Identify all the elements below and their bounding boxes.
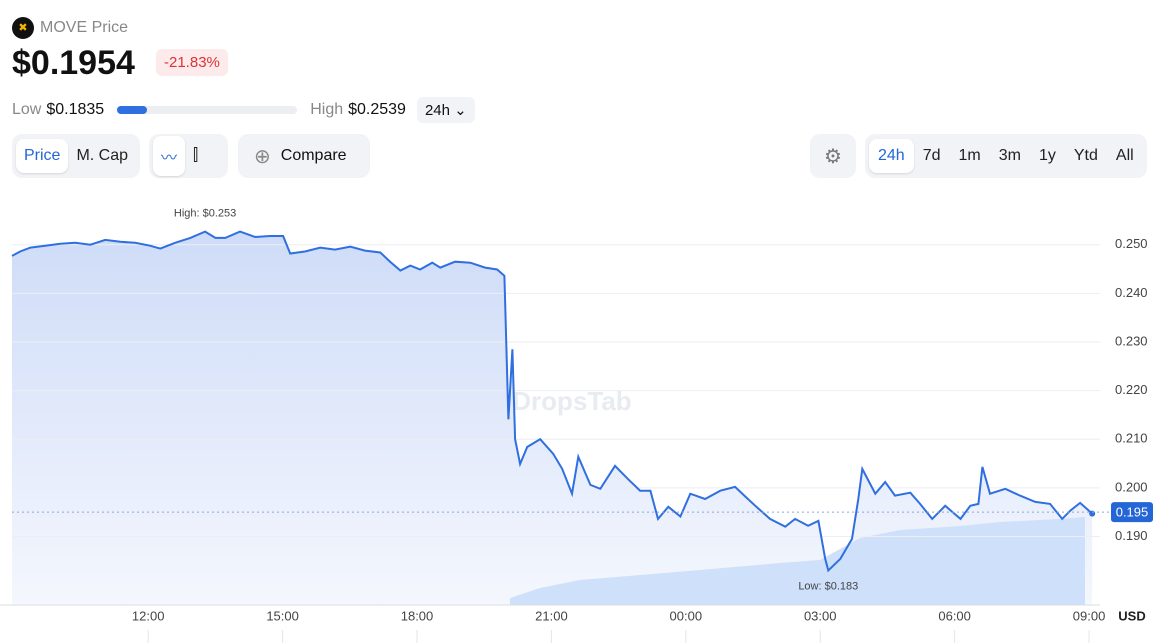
x-tick-label: 12:00: [132, 608, 165, 623]
price: $0.1954: [12, 44, 135, 82]
volume: [510, 517, 1085, 605]
y-tick-label: 0.220: [1115, 382, 1148, 397]
x-tick-label: 18:00: [401, 608, 434, 623]
tab[interactable]: Price: [16, 139, 69, 173]
token-row: ✖ MOVE Price: [12, 17, 128, 39]
annotation: Low: $0.183: [798, 580, 858, 592]
y-tick-label: 0.190: [1115, 528, 1148, 543]
x-tick-label: 03:00: [804, 608, 837, 623]
range-button[interactable]: 24h: [869, 139, 914, 173]
last-point: [1089, 510, 1096, 517]
ranges: 24h 7d 1m 3m 1y Ytd All: [865, 134, 1147, 178]
x-tick-label: 00:00: [670, 608, 703, 623]
range-button[interactable]: 1m: [958, 147, 981, 164]
range-bar: [117, 106, 298, 114]
current-tag: [1111, 502, 1153, 523]
period-select[interactable]: 24h ⌄: [416, 97, 475, 123]
low-label: Low: [12, 101, 42, 118]
tab[interactable]: M. Cap: [76, 147, 129, 164]
y-tick-label: 0.230: [1115, 333, 1148, 348]
high-label: High: [310, 101, 344, 118]
x-tick-label: 15:00: [266, 608, 299, 623]
range-button[interactable]: Ytd: [1073, 147, 1098, 164]
low: $0.1835: [46, 101, 105, 118]
plus-icon: ⊕: [254, 145, 271, 168]
current-label: 0.195: [1116, 505, 1149, 520]
token-name: MOVE Price: [40, 19, 129, 36]
price-line: [11, 230, 1093, 573]
compare: Compare: [280, 147, 347, 164]
high: $0.2539: [348, 101, 406, 118]
currency: USD: [1118, 608, 1145, 623]
range-button[interactable]: 7d: [922, 147, 941, 164]
range-button[interactable]: 3m: [998, 147, 1021, 164]
tabs: Price M. Cap: [12, 134, 141, 178]
y-tick-label: 0.240: [1115, 285, 1148, 300]
settings-button[interactable]: ⚙: [810, 134, 856, 178]
range-fill: [117, 106, 148, 114]
range-button[interactable]: All: [1115, 147, 1134, 164]
annotation: High: $0.253: [174, 208, 236, 220]
y-tick-label: 0.250: [1115, 236, 1148, 251]
period: 24h: [424, 102, 450, 119]
x-tick-label: 09:00: [1073, 608, 1106, 623]
compare-button[interactable]: ⊕ Compare: [238, 134, 370, 178]
candle-button[interactable]: ⫿: [193, 147, 199, 164]
change: -21.83%: [156, 49, 228, 76]
x-tick-label: 06:00: [938, 608, 971, 623]
y-tick-label: 0.210: [1115, 431, 1148, 446]
x-tick-label: 21:00: [535, 608, 568, 623]
range-row: Low $0.1835 High $0.2539 24h ⌄: [12, 97, 475, 123]
line-button[interactable]: 〰: [153, 136, 186, 176]
token-icon: ✖: [12, 17, 34, 39]
chart-kind: 〰 ⫿: [149, 134, 228, 178]
range-button[interactable]: 1y: [1038, 147, 1056, 164]
y-tick-label: 0.200: [1115, 479, 1148, 494]
